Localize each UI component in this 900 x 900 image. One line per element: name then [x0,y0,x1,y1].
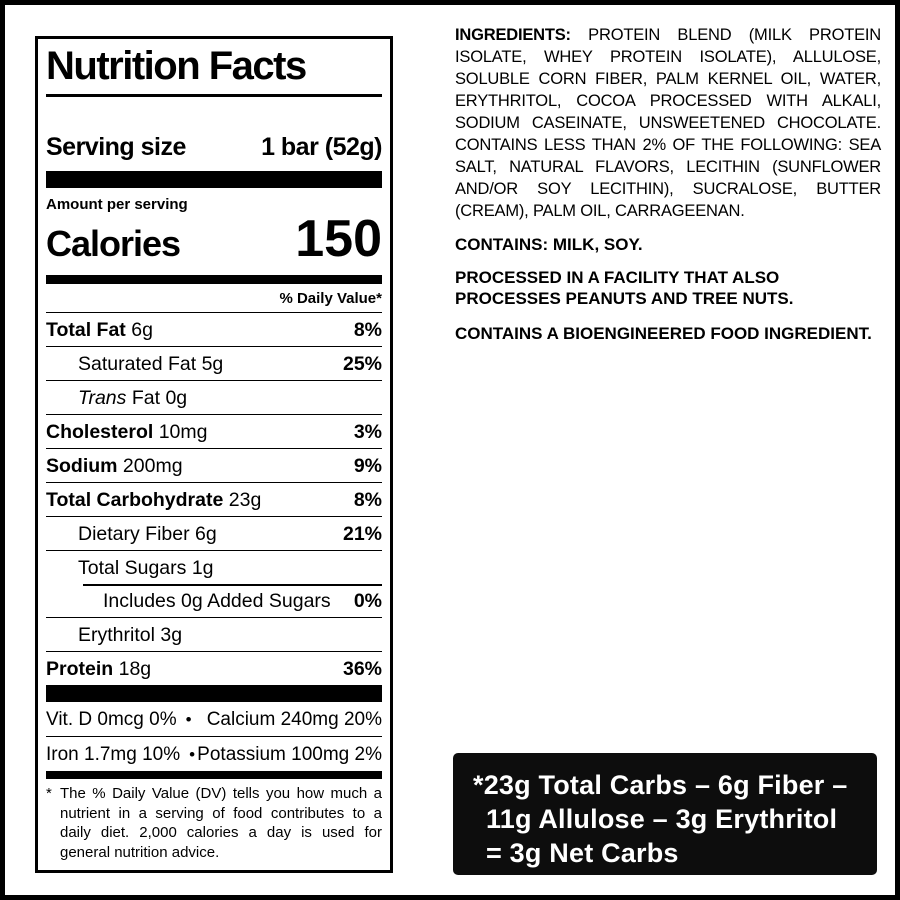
allergen-contains-statement: CONTAINS: MILK, SOY. [455,235,643,254]
calories-row: Calories 150 [46,213,382,270]
table-row-sodium: Sodium 200mg 9% [46,448,382,482]
table-row-dietary-fiber: Dietary Fiber 6g 21% [46,516,382,550]
daily-value-footnote: * The % Daily Value (DV) tells you how m… [46,784,382,862]
daily-value-header: % Daily Value* [279,290,382,307]
nutrient-name: Total Fat 6g [46,319,153,341]
nutrient-dv: 8% [353,319,382,341]
nutrient-name: Protein 18g [46,658,152,680]
table-row-trans-fat: Trans Fat 0g [46,380,382,414]
nutrient-name: Dietary Fiber 6g [78,523,217,545]
nutrition-facts-label: Nutrition Facts Serving size 1 bar (52g)… [35,36,393,873]
nutrient-rows: Total Fat 6g 8% Saturated Fat 5g 25% Tra… [46,312,382,685]
facility-statement: PROCESSED IN A FACILITY THAT ALSO PROCES… [455,268,794,308]
nutrient-name: Total Carbohydrate 23g [46,489,262,511]
amount-per-serving-label: Amount per serving [46,196,188,213]
minerals-row-1: Vit. D 0mcg 0% • Calcium 240mg 20% [46,702,382,736]
nutrient-name: Saturated Fat 5g [78,353,224,375]
nutrient-dv: 25% [342,353,382,375]
net-carbs-callout: *23g Total Carbs – 6g Fiber – 11g Allulo… [453,753,877,875]
nutrient-name: Trans Fat 0g [78,387,188,409]
nutrient-dv: 9% [353,455,382,477]
table-row-erythritol: Erythritol 3g [46,617,382,651]
calories-label: Calories [46,223,181,264]
separator-bar-medium [46,275,382,284]
table-row-saturated-fat: Saturated Fat 5g 25% [46,346,382,380]
serving-size-label: Serving size [46,133,186,161]
net-carbs-line-1: *23g Total Carbs – 6g Fiber – [473,770,848,800]
nutrition-facts-title: Nutrition Facts [46,44,307,88]
nutrient-dv: 3% [353,421,382,443]
mineral-right: Potassium 100mg 2% [197,744,382,765]
table-row-added-sugars: Includes 0g Added Sugars 0% [46,584,382,617]
nutrient-name: Total Sugars 1g [78,557,214,579]
table-row-total-fat: Total Fat 6g 8% [46,312,382,346]
footnote-asterisk: * [46,785,52,802]
bullet-separator: • [189,745,196,764]
serving-size-value: 1 bar (52g) [261,133,382,161]
table-row-protein: Protein 18g 36% [46,651,382,685]
nutrient-name: Erythritol 3g [78,624,183,646]
nutrient-dv: 21% [342,523,382,545]
net-carbs-line-2: 11g Allulose – 3g Erythritol [486,804,838,834]
ingredients-heading: INGREDIENTS: [455,26,571,44]
mineral-left: Iron 1.7mg 10% [46,744,181,765]
mineral-right: Calcium 240mg 20% [206,709,382,730]
table-row-cholesterol: Cholesterol 10mg 3% [46,414,382,448]
separator-bar-medium [46,771,382,779]
calories-value: 150 [295,210,382,268]
table-row-total-sugars: Total Sugars 1g [46,550,382,584]
serving-size-row: Serving size 1 bar (52g) [46,133,382,162]
bioengineered-statement: CONTAINS A BIOENGINEERED FOOD INGREDIENT… [455,324,872,343]
minerals-row-2: Iron 1.7mg 10% • Potassium 100mg 2% [46,736,382,771]
nutrient-name: Sodium 200mg [46,455,183,477]
mineral-left: Vit. D 0mcg 0% [46,709,177,730]
footnote-text: The % Daily Value (DV) tells you how muc… [60,785,382,861]
ingredients-text: PROTEIN BLEND (MILK PROTEIN ISOLATE, WHE… [455,26,881,220]
table-row-total-carbohydrate: Total Carbohydrate 23g 8% [46,482,382,516]
separator-bar-thick [46,685,382,702]
nutrient-name: Cholesterol 10mg [46,421,208,443]
nutrient-dv: 0% [353,590,382,612]
bullet-separator: • [185,710,192,729]
separator-bar-thick [46,171,382,188]
nutrient-dv: 8% [353,489,382,511]
ingredients-column: INGREDIENTS: PROTEIN BLEND (MILK PROTEIN… [455,24,881,344]
nutrient-name: Includes 0g Added Sugars [103,590,331,612]
nutrient-dv: 36% [342,658,382,680]
title-rule [46,94,382,97]
net-carbs-line-3: = 3g Net Carbs [486,838,679,868]
ingredients-paragraph: INGREDIENTS: PROTEIN BLEND (MILK PROTEIN… [455,24,881,222]
